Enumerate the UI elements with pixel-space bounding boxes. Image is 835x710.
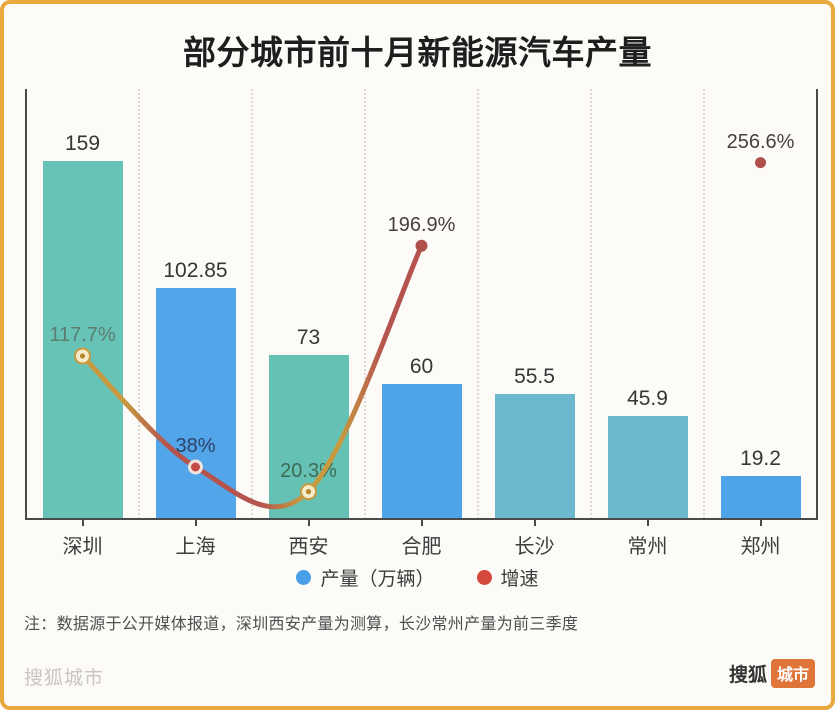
chart-title: 部分城市前十月新能源汽车产量 bbox=[183, 34, 652, 71]
y-axis-line bbox=[25, 89, 27, 520]
x-axis-line bbox=[25, 518, 818, 520]
growth-marker bbox=[415, 239, 428, 252]
growth-label: 117.7% bbox=[49, 324, 116, 347]
watermark: 搜狐城市 bbox=[24, 668, 105, 689]
bar-value-label: 55.5 bbox=[514, 365, 555, 389]
legend-item-production: 产量（万辆） bbox=[296, 564, 435, 591]
axis-tick bbox=[81, 520, 84, 526]
category-label: 上海 bbox=[175, 536, 216, 558]
legend-production-label: 产量（万辆） bbox=[320, 569, 435, 590]
legend: 产量（万辆） 增速 bbox=[4, 564, 831, 591]
category-label: 西安 bbox=[288, 536, 329, 558]
right-border-line bbox=[816, 89, 818, 520]
bar-value-label: 102.85 bbox=[163, 258, 228, 282]
sohu-logo-badge: 城市 bbox=[770, 659, 815, 688]
axis-tick bbox=[194, 520, 197, 526]
bar-郑州 bbox=[720, 475, 801, 519]
category-label: 长沙 bbox=[514, 536, 555, 558]
gridline bbox=[703, 89, 705, 519]
gridline bbox=[477, 89, 479, 519]
legend-growth-label: 增速 bbox=[500, 569, 539, 590]
bar-西安 bbox=[268, 354, 349, 519]
axis-tick bbox=[533, 520, 536, 526]
growth-label: 20.3% bbox=[280, 459, 337, 482]
sohu-logo-text: 搜狐 bbox=[728, 665, 767, 686]
bar-合肥 bbox=[381, 384, 462, 519]
bar-value-label: 73 bbox=[296, 325, 321, 349]
axis-tick bbox=[759, 520, 762, 526]
legend-item-growth: 增速 bbox=[476, 564, 539, 591]
category-label: 合肥 bbox=[401, 536, 442, 558]
growth-label: 256.6% bbox=[726, 130, 795, 153]
growth-marker bbox=[755, 157, 766, 169]
bar-value-label: 19.2 bbox=[740, 446, 781, 470]
footnote: 注：数据源于公开媒体报道，深圳西安产量为测算，长沙常州产量为前三季度 bbox=[24, 616, 579, 633]
bar-value-label: 159 bbox=[64, 132, 101, 156]
axis-tick bbox=[420, 520, 423, 526]
bar-常州 bbox=[607, 415, 688, 519]
growth-label: 38% bbox=[175, 435, 216, 457]
bar-上海 bbox=[155, 287, 236, 519]
gridline bbox=[364, 89, 366, 519]
sohu-city-logo: 搜狐 城市 bbox=[729, 659, 815, 688]
category-label: 郑州 bbox=[740, 536, 781, 558]
category-label: 常州 bbox=[627, 536, 668, 558]
gridline bbox=[590, 89, 592, 519]
growth-dot-icon bbox=[476, 570, 492, 585]
axis-tick bbox=[646, 520, 649, 526]
axis-tick bbox=[307, 520, 310, 526]
production-dot-icon bbox=[296, 570, 312, 585]
growth-label: 196.9% bbox=[387, 213, 456, 236]
bar-value-label: 45.9 bbox=[627, 386, 668, 410]
bar-value-label: 60 bbox=[409, 355, 434, 378]
bar-长沙 bbox=[494, 394, 575, 519]
category-label: 深圳 bbox=[62, 536, 103, 558]
